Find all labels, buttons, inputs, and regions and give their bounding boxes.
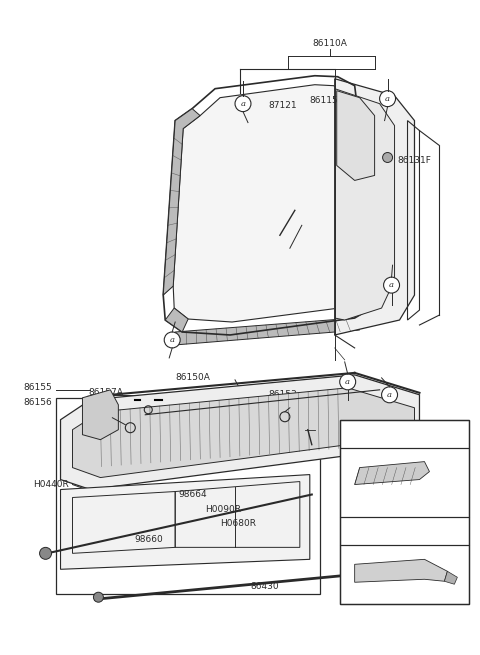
Bar <box>340 420 469 604</box>
Polygon shape <box>60 375 420 489</box>
Bar <box>340 546 469 604</box>
Circle shape <box>384 277 399 293</box>
Text: 86155: 86155 <box>24 383 52 392</box>
Text: 86430: 86430 <box>251 582 279 591</box>
Text: 86150A: 86150A <box>175 373 210 383</box>
Text: H0680R: H0680R <box>220 519 256 528</box>
Text: 86110A: 86110A <box>312 39 347 48</box>
Polygon shape <box>163 109 200 295</box>
Text: 98660: 98660 <box>134 535 163 544</box>
Circle shape <box>382 387 397 403</box>
Polygon shape <box>335 79 415 335</box>
Polygon shape <box>336 90 374 180</box>
Polygon shape <box>173 84 368 322</box>
Circle shape <box>383 153 393 162</box>
Text: 1249BD: 1249BD <box>325 419 360 427</box>
Polygon shape <box>355 462 430 485</box>
Text: 86124D: 86124D <box>366 429 401 438</box>
Bar <box>340 447 469 517</box>
Text: 98664: 98664 <box>178 490 207 499</box>
Text: H0090R: H0090R <box>205 505 241 514</box>
Text: a: a <box>170 336 175 344</box>
Circle shape <box>39 548 51 559</box>
Polygon shape <box>165 308 188 332</box>
Text: a: a <box>240 100 245 107</box>
Polygon shape <box>72 388 415 477</box>
Circle shape <box>235 96 251 111</box>
Text: H0440R: H0440R <box>33 480 69 489</box>
Circle shape <box>340 374 356 390</box>
Text: 98631A: 98631A <box>295 403 330 412</box>
Text: a: a <box>345 378 350 386</box>
Polygon shape <box>444 571 457 584</box>
Bar <box>340 420 469 447</box>
Circle shape <box>94 592 103 602</box>
Circle shape <box>347 426 360 441</box>
Text: 86131F: 86131F <box>397 156 432 165</box>
Text: 87121: 87121 <box>268 101 297 110</box>
Bar <box>340 517 469 546</box>
Text: a: a <box>351 430 356 438</box>
Text: 86156: 86156 <box>24 398 52 407</box>
Text: a: a <box>385 95 390 103</box>
Text: 86115: 86115 <box>310 96 338 105</box>
Text: 87864: 87864 <box>390 527 419 536</box>
Polygon shape <box>355 559 447 582</box>
Circle shape <box>164 332 180 348</box>
Text: 86153: 86153 <box>268 390 297 400</box>
Text: 98632: 98632 <box>148 410 177 419</box>
Text: 86157A: 86157A <box>88 388 123 398</box>
Polygon shape <box>175 318 360 345</box>
Text: a: a <box>389 281 394 289</box>
Polygon shape <box>335 88 395 320</box>
Text: a: a <box>387 391 392 399</box>
Polygon shape <box>60 475 310 569</box>
Circle shape <box>380 90 396 107</box>
Polygon shape <box>83 390 119 440</box>
